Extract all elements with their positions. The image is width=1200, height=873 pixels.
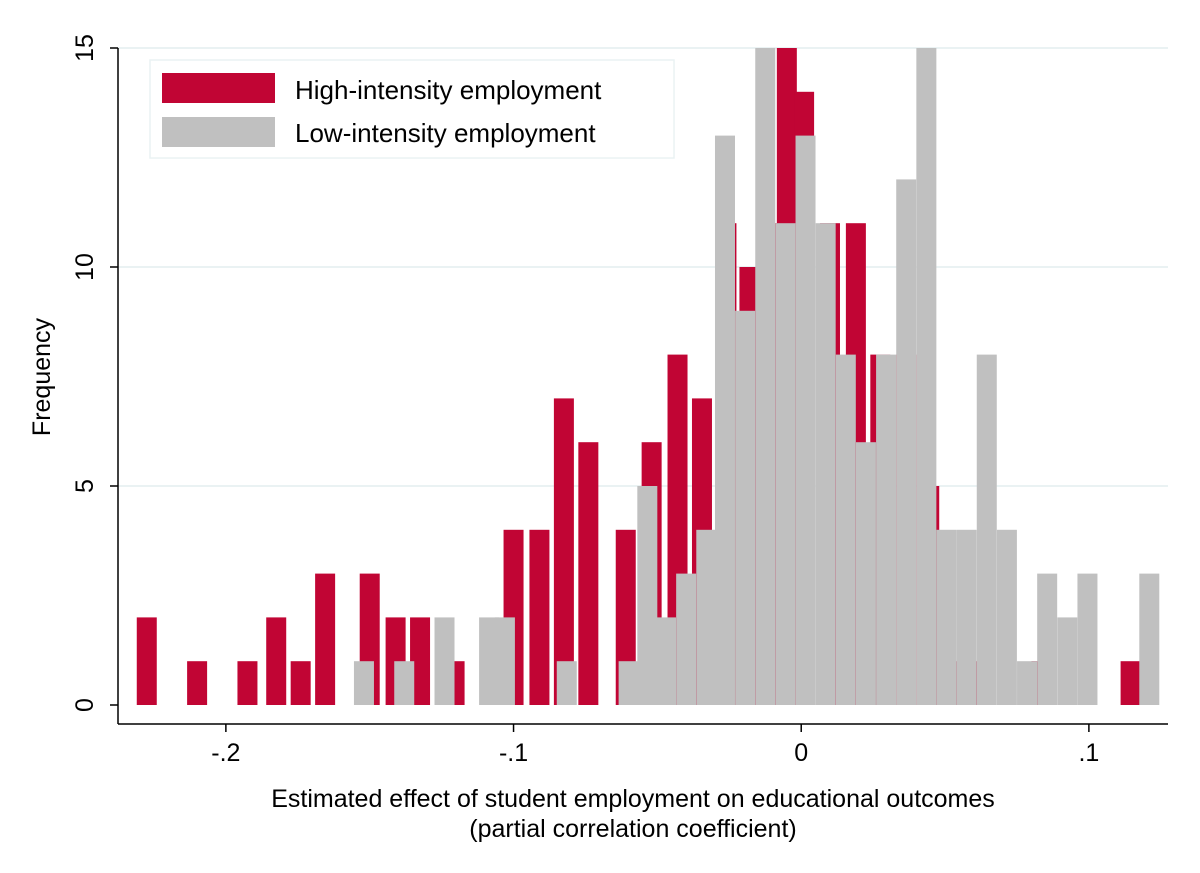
y-tick-label-0: 0 bbox=[71, 698, 99, 712]
low-intensity-bar-18 bbox=[855, 442, 876, 705]
low-intensity-bar-4 bbox=[494, 617, 515, 705]
y-axis-title: Frequency bbox=[28, 317, 56, 436]
high-intensity-bar-1 bbox=[187, 661, 208, 705]
low-intensity-bar-21 bbox=[916, 48, 937, 705]
low-intensity-bar-11 bbox=[714, 135, 735, 706]
legend-swatch-low bbox=[162, 117, 275, 147]
y-tick-label-2: 10 bbox=[71, 253, 99, 281]
x-tick-label-1: -.1 bbox=[499, 739, 528, 767]
low-intensity-bar-27 bbox=[1037, 573, 1058, 705]
high-intensity-bar-31 bbox=[1120, 661, 1141, 705]
low-intensity-bar-3 bbox=[479, 617, 500, 705]
legend-label-low: Low-intensity employment bbox=[295, 118, 596, 148]
y-tick-label-3: 15 bbox=[71, 34, 99, 62]
low-intensity-bar-17 bbox=[835, 354, 856, 705]
low-intensity-bar-20 bbox=[896, 179, 917, 705]
legend-label-high: High-intensity employment bbox=[295, 75, 602, 105]
low-intensity-bar-26 bbox=[1017, 661, 1038, 705]
axes bbox=[117, 48, 1168, 725]
high-intensity-bar-8 bbox=[410, 617, 431, 705]
legend-swatch-high bbox=[162, 73, 275, 103]
low-intensity-bar-13 bbox=[755, 48, 776, 705]
low-intensity-bar-7 bbox=[637, 486, 658, 705]
high-intensity-bar-12 bbox=[553, 398, 574, 705]
high-intensity-bar-3 bbox=[266, 617, 287, 705]
high-intensity-bar-13 bbox=[578, 442, 599, 705]
low-intensity-bar-15 bbox=[795, 135, 816, 706]
low-intensity-bar-8 bbox=[656, 617, 677, 705]
low-intensity-bar-29 bbox=[1077, 573, 1098, 705]
y-tick-label-1: 5 bbox=[71, 479, 99, 493]
low-intensity-bar-2 bbox=[434, 617, 455, 705]
low-intensity-bar-5 bbox=[556, 661, 577, 705]
low-intensity-bar-10 bbox=[696, 529, 717, 705]
low-intensity-bars bbox=[353, 48, 1160, 706]
low-intensity-bar-9 bbox=[676, 573, 697, 705]
low-intensity-bar-30 bbox=[1139, 573, 1160, 705]
low-intensity-bar-1 bbox=[394, 661, 415, 705]
low-intensity-bar-22 bbox=[936, 529, 957, 705]
high-intensity-bar-5 bbox=[315, 573, 336, 705]
high-intensity-bar-4 bbox=[290, 661, 311, 705]
high-intensity-bar-2 bbox=[237, 661, 258, 705]
low-intensity-bar-16 bbox=[815, 223, 836, 705]
x-tick-label-0: -.2 bbox=[211, 739, 240, 767]
low-intensity-bar-0 bbox=[353, 661, 374, 705]
low-intensity-bar-19 bbox=[876, 354, 897, 705]
x-axis-title: Estimated effect of student employment o… bbox=[271, 785, 995, 813]
tick-labels: 0 5 10 15 -.2 -.1 0 .1 bbox=[71, 34, 1099, 767]
low-intensity-bar-25 bbox=[996, 529, 1017, 705]
x-tick-label-2: 0 bbox=[794, 739, 808, 767]
x-tick-label-3: .1 bbox=[1078, 739, 1099, 767]
x-axis-subtitle: (partial correlation coefficient) bbox=[469, 815, 796, 843]
legend: High-intensity employment Low-intensity … bbox=[149, 59, 675, 159]
low-intensity-bar-23 bbox=[956, 529, 977, 705]
low-intensity-bar-28 bbox=[1057, 617, 1078, 705]
low-intensity-bar-12 bbox=[735, 310, 756, 705]
low-intensity-bar-6 bbox=[618, 661, 639, 705]
low-intensity-bar-24 bbox=[976, 354, 997, 705]
high-intensity-bar-11 bbox=[529, 529, 550, 705]
low-intensity-bar-14 bbox=[775, 223, 796, 705]
high-intensity-bar-0 bbox=[136, 617, 157, 705]
